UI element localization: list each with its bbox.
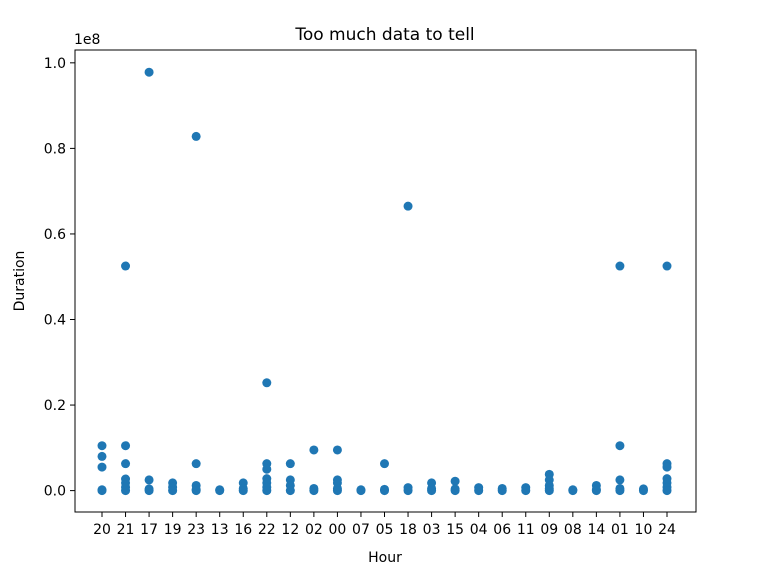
x-tick-label: 19 <box>164 522 182 538</box>
x-tick-label: 04 <box>470 522 488 538</box>
data-point <box>474 486 484 496</box>
data-point <box>332 445 342 455</box>
chart-title: Too much data to tell <box>294 25 474 45</box>
data-point <box>638 486 648 496</box>
data-point <box>427 486 437 496</box>
y-tick-label: 0.8 <box>44 141 66 157</box>
x-tick-label: 07 <box>352 522 370 538</box>
x-tick-label: 05 <box>376 522 394 538</box>
y-tick-label: 0.0 <box>44 484 66 500</box>
data-point <box>615 441 625 451</box>
x-tick-label: 18 <box>399 522 417 538</box>
data-point <box>521 486 531 496</box>
y-tick-label: 0.6 <box>44 227 66 243</box>
x-tick-label: 21 <box>117 522 135 538</box>
data-point <box>285 459 295 469</box>
data-point <box>168 486 178 496</box>
x-tick-label: 24 <box>658 522 676 538</box>
data-point <box>662 261 672 271</box>
data-point <box>662 462 672 472</box>
x-axis: 20 21 17 19 23 13 16 22 12 02 00 07 05 18 03 15 04 06 11 09… <box>93 512 676 538</box>
y-offset-label: 1e8 <box>74 32 100 48</box>
data-point <box>238 486 248 496</box>
x-tick-label: 09 <box>540 522 558 538</box>
x-tick-label: 06 <box>493 522 511 538</box>
data-point <box>121 261 131 271</box>
plot-frame <box>74 49 697 513</box>
data-point <box>144 475 154 485</box>
data-point <box>403 201 413 211</box>
data-point <box>309 486 319 496</box>
x-tick-label: 13 <box>211 522 229 538</box>
y-axis-label: Duration <box>12 251 28 312</box>
data-point <box>121 441 131 451</box>
data-point <box>144 67 154 77</box>
y-axis: 0.0 0.2 0.4 0.6 0.8 1.0 <box>44 56 75 500</box>
x-tick-label: 03 <box>423 522 441 538</box>
x-tick-label: 12 <box>281 522 299 538</box>
x-tick-label: 10 <box>635 522 653 538</box>
x-tick-label: 01 <box>611 522 629 538</box>
points-layer <box>97 67 672 496</box>
x-tick-label: 17 <box>140 522 158 538</box>
data-point <box>450 486 460 496</box>
data-point <box>191 459 201 469</box>
data-point <box>97 462 107 472</box>
data-point <box>97 451 107 461</box>
x-tick-label: 20 <box>93 522 111 538</box>
data-point <box>568 486 578 496</box>
data-point <box>662 486 672 496</box>
data-point <box>615 475 625 485</box>
data-point <box>191 486 201 496</box>
x-tick-label: 02 <box>305 522 323 538</box>
data-point <box>380 459 389 469</box>
x-tick-label: 23 <box>187 522 205 538</box>
data-point <box>121 486 131 496</box>
data-point <box>380 486 389 496</box>
x-tick-label: 15 <box>446 522 464 538</box>
data-point <box>356 486 366 496</box>
x-tick-label: 00 <box>329 522 347 538</box>
x-tick-label: 16 <box>234 522 252 538</box>
data-point <box>615 486 625 496</box>
data-point <box>262 486 272 496</box>
x-tick-label: 11 <box>517 522 535 538</box>
data-point <box>615 261 625 271</box>
data-point <box>215 486 225 496</box>
data-point <box>144 486 154 496</box>
data-point <box>591 486 601 496</box>
y-tick-label: 0.4 <box>44 313 66 329</box>
data-point <box>544 486 554 496</box>
data-point <box>450 476 460 486</box>
data-point <box>497 486 507 496</box>
data-point <box>403 486 413 496</box>
data-point <box>121 459 131 469</box>
data-point <box>309 445 319 455</box>
data-point <box>285 486 295 496</box>
x-axis-label: Hour <box>368 550 402 566</box>
x-tick-label: 22 <box>258 522 276 538</box>
y-tick-label: 1.0 <box>44 56 66 72</box>
data-point <box>191 131 201 141</box>
y-tick-label: 0.2 <box>44 398 66 414</box>
data-point <box>97 486 107 496</box>
data-point <box>262 378 272 388</box>
data-point <box>262 464 272 474</box>
x-tick-label: 14 <box>587 522 605 538</box>
data-point <box>332 486 342 496</box>
x-tick-label: 08 <box>564 522 582 538</box>
data-point <box>97 441 107 451</box>
